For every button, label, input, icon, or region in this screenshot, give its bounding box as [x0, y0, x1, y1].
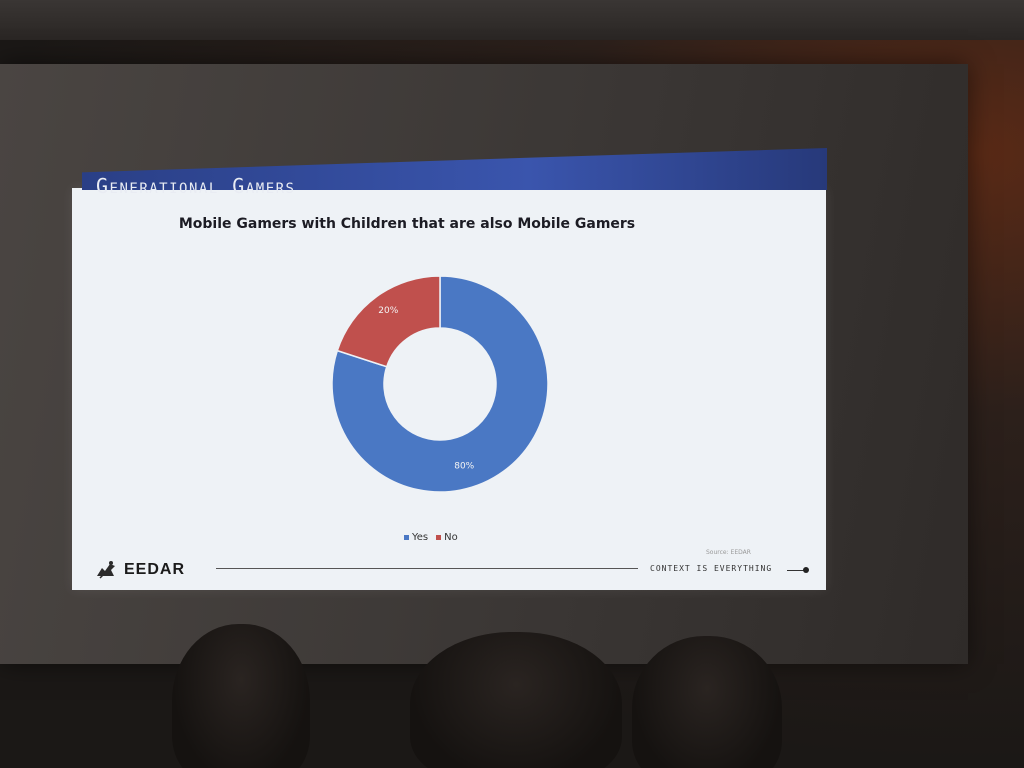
legend-swatch-no — [436, 535, 442, 540]
footer-dash — [787, 570, 805, 571]
audience-head-left — [172, 624, 310, 768]
source-note: Source: EEDAR — [706, 549, 751, 556]
legend-item-yes: Yes — [404, 532, 428, 543]
chart-legend: Yes No — [404, 532, 458, 543]
audience-head-right — [632, 636, 782, 768]
ceiling — [0, 0, 1024, 40]
audience-head-center — [410, 632, 622, 768]
donut-slice-no — [336, 275, 441, 368]
donut-slice-yes — [331, 275, 549, 493]
legend-item-no: No — [436, 532, 458, 543]
legend-swatch-yes — [404, 535, 409, 540]
slide-header-title: Generational Gamers — [96, 174, 296, 198]
tagline: CONTEXT IS EVERYTHING — [650, 564, 773, 573]
brand-name: EEDAR — [124, 561, 186, 578]
data-label-yes: 80% — [454, 462, 474, 472]
footer-divider — [216, 568, 638, 569]
data-label-no: 20% — [378, 306, 398, 316]
legend-label-yes: Yes — [412, 532, 429, 543]
legend-label-no: No — [444, 532, 458, 543]
donut-chart: 80% 20% — [331, 275, 549, 493]
brand-mascot-icon — [97, 561, 115, 579]
eedar-logo: EEDAR — [94, 558, 185, 582]
chart-title: Mobile Gamers with Children that are als… — [178, 216, 636, 232]
slide — [72, 188, 826, 590]
footer-dot-icon — [803, 567, 809, 573]
